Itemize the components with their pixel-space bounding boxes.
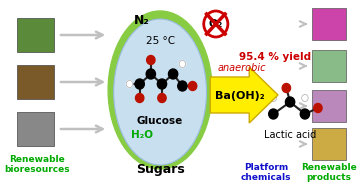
Circle shape xyxy=(270,94,276,101)
Circle shape xyxy=(147,56,155,64)
FancyBboxPatch shape xyxy=(17,65,54,99)
Text: H₂O: H₂O xyxy=(131,130,153,140)
Ellipse shape xyxy=(114,19,207,165)
Circle shape xyxy=(314,104,322,112)
Text: Renewable
bioresources: Renewable bioresources xyxy=(4,155,69,174)
Circle shape xyxy=(158,94,166,102)
Circle shape xyxy=(269,109,278,119)
Text: Sugars: Sugars xyxy=(136,163,184,176)
Circle shape xyxy=(302,94,308,101)
Circle shape xyxy=(300,109,310,119)
Text: 25 °C: 25 °C xyxy=(145,36,175,46)
Circle shape xyxy=(168,69,178,79)
Text: Platform
chemicals: Platform chemicals xyxy=(241,163,291,182)
Circle shape xyxy=(188,81,197,91)
Text: N₂: N₂ xyxy=(134,14,149,27)
Circle shape xyxy=(285,97,295,107)
FancyBboxPatch shape xyxy=(312,8,346,40)
FancyBboxPatch shape xyxy=(312,128,346,160)
FancyBboxPatch shape xyxy=(312,90,346,122)
Circle shape xyxy=(157,79,167,89)
Circle shape xyxy=(146,69,156,79)
Circle shape xyxy=(179,60,186,67)
Text: anaerobic: anaerobic xyxy=(217,63,266,73)
Polygon shape xyxy=(210,67,278,123)
FancyBboxPatch shape xyxy=(312,50,346,82)
Circle shape xyxy=(135,79,144,89)
Text: Lactic acid: Lactic acid xyxy=(264,130,316,140)
Circle shape xyxy=(135,94,144,102)
FancyBboxPatch shape xyxy=(17,18,54,52)
FancyBboxPatch shape xyxy=(17,112,54,146)
Ellipse shape xyxy=(108,11,212,169)
Circle shape xyxy=(282,84,291,92)
Text: 95.4 % yield: 95.4 % yield xyxy=(239,52,311,62)
Circle shape xyxy=(178,81,187,91)
Text: Ba(OH)₂: Ba(OH)₂ xyxy=(215,91,265,101)
Text: Glucose: Glucose xyxy=(137,116,183,126)
Text: Renewable
products: Renewable products xyxy=(301,163,357,182)
Circle shape xyxy=(126,81,133,88)
Text: O₂: O₂ xyxy=(209,19,223,29)
